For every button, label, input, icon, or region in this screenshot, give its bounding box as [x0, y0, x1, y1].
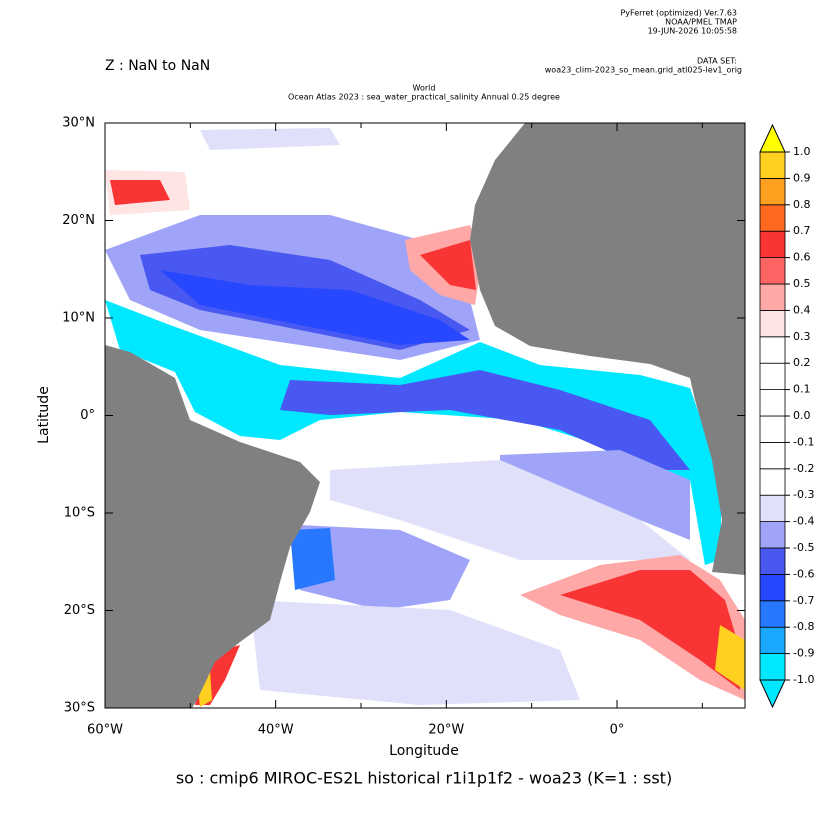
- patch: [500, 450, 690, 540]
- colorbar-band: [759, 309, 786, 338]
- footer: so : cmip6 MIROC-ES2L historical r1i1p1f…: [176, 769, 672, 788]
- colorbar-band: [759, 626, 786, 655]
- colorbar-label: -0.9: [793, 647, 814, 660]
- colorbar-band: [759, 204, 786, 232]
- y-tick-label: 30°S: [64, 701, 95, 716]
- colorbar-label: -0.2: [793, 462, 814, 475]
- land: [105, 345, 320, 708]
- colorbar-band: [759, 600, 786, 628]
- colorbar: -1.0 -0.9 -0.8 -0.7 -0.6 -0.5 -0.4 -0.3 -0.2 -0.1…: [759, 123, 814, 709]
- axes: 60°W 40°W 20°W 0° 30°N 20°N 10°N 0° 10°S 20°S 30°S: [62, 116, 745, 738]
- colorbar-under: [759, 679, 786, 709]
- patch: [105, 300, 722, 565]
- colorbar-label: -0.1: [793, 435, 814, 448]
- colorbar-band: [759, 574, 786, 602]
- patch: [280, 370, 690, 470]
- dataset: woa23_clim-2023_so_mean.grid_atl025-lev1…: [545, 66, 742, 75]
- field: [105, 123, 745, 708]
- colorbar-label: 1.0: [793, 145, 811, 158]
- software: 19-JUN-2026 10:05:58: [648, 27, 737, 36]
- colorbar-label: -0.4: [793, 515, 814, 528]
- colorbar-band: [759, 283, 786, 311]
- x-tick-label: 20°W: [428, 723, 464, 738]
- z-range: Z : NaN to NaN: [105, 58, 210, 74]
- x-tick-label: 0°: [610, 723, 625, 738]
- colorbar-label: -0.3: [793, 488, 814, 501]
- y-tick-label: 0°: [80, 408, 95, 423]
- colorbar-label: -0.5: [793, 541, 814, 554]
- colorbar-label: 0.3: [793, 330, 811, 343]
- x-tick-label: 40°W: [258, 723, 294, 738]
- colorbar-label: 0.8: [793, 198, 811, 211]
- software: PyFerret (optimized) Ver.7.63: [620, 9, 737, 18]
- colorbar-band: [759, 389, 786, 417]
- y-tick-label: 20°S: [64, 603, 95, 618]
- colorbar-label: 0.2: [793, 356, 811, 369]
- colorbar-label: 0.9: [793, 171, 811, 184]
- y-tick-label: 10°S: [64, 506, 95, 521]
- title: World: [413, 84, 436, 93]
- patch: [160, 270, 470, 345]
- colorbar-label: -1.0: [793, 673, 814, 686]
- colorbar-label: 0.0: [793, 409, 811, 422]
- patch: [250, 600, 580, 705]
- colorbar-label: 0.4: [793, 303, 811, 316]
- land: [470, 123, 745, 575]
- patch: [715, 625, 745, 690]
- colorbar-label: -0.8: [793, 620, 814, 633]
- patch: [200, 128, 340, 150]
- patch: [420, 240, 476, 290]
- dataset-label: DATA SET:: [697, 57, 737, 66]
- x-tick-label: 60°W: [87, 723, 123, 738]
- y-tick-label: 10°N: [62, 311, 95, 326]
- colorbar-band: [759, 468, 786, 496]
- colorbar-label: 0.7: [793, 224, 811, 237]
- colorbar-label: 0.5: [793, 277, 811, 290]
- patch: [290, 528, 335, 590]
- colorbar-band: [759, 257, 786, 285]
- colorbar-band: [759, 362, 786, 391]
- colorbar-label: -0.6: [793, 567, 814, 580]
- colorbar-band: [759, 547, 786, 575]
- colorbar-band: [759, 521, 786, 549]
- patch: [198, 670, 212, 707]
- colorbar-band: [759, 151, 786, 179]
- colorbar-band: [759, 177, 786, 206]
- title: Ocean Atlas 2023 : sea_water_practical_s…: [288, 93, 560, 102]
- y-tick-label: 30°N: [62, 116, 95, 131]
- software: NOAA/PMEL TMAP: [665, 18, 737, 27]
- patch: [330, 460, 690, 560]
- colorbar-band: [759, 441, 786, 470]
- colorbar-band: [759, 653, 786, 681]
- y-axis-label: Latitude: [36, 386, 52, 444]
- colorbar-label: 0.1: [793, 383, 811, 396]
- colorbar-band: [759, 494, 786, 523]
- colorbar-over: [759, 123, 786, 153]
- patch: [110, 180, 170, 205]
- patch: [300, 525, 470, 610]
- colorbar-label: 0.6: [793, 251, 811, 264]
- y-tick-label: 20°N: [62, 213, 95, 228]
- colorbar-label: -0.7: [793, 594, 814, 607]
- colorbar-band: [759, 415, 786, 443]
- colorbar-band: [759, 336, 786, 364]
- patch: [560, 570, 740, 690]
- x-axis-label: Longitude: [389, 743, 459, 759]
- colorbar-band: [759, 230, 786, 258]
